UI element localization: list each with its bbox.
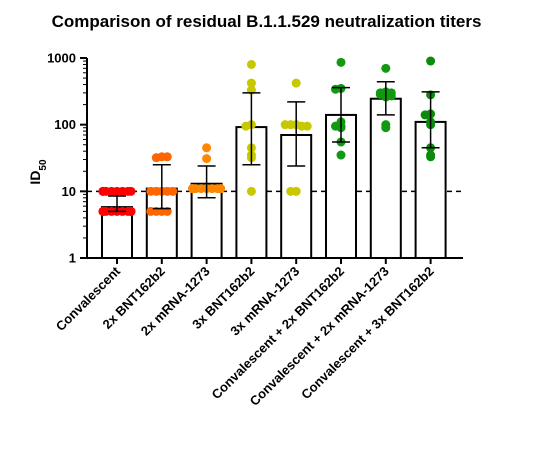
chart-title: Comparison of residual B.1.1.529 neutral… (51, 12, 482, 31)
data-point-1-6 (146, 186, 156, 196)
y-tick-label-3: 1000 (47, 51, 76, 66)
data-point-4-4 (280, 120, 290, 130)
y-axis-label: ID50 (27, 159, 49, 185)
data-point-3-1 (246, 78, 256, 88)
data-point-5-8 (336, 150, 346, 160)
data-point-4-5 (302, 121, 312, 131)
data-point-1-2 (162, 152, 172, 162)
data-point-0-17 (98, 206, 108, 216)
data-point-1-1 (151, 153, 161, 163)
bars-layer (101, 97, 447, 260)
data-point-7-3 (420, 110, 430, 120)
data-point-4-7 (286, 186, 296, 196)
y-tick-label-2: 100 (54, 117, 76, 132)
data-point-5-0 (336, 57, 346, 67)
data-point-0-18 (126, 206, 136, 216)
data-point-2-1 (202, 154, 212, 164)
data-point-3-4 (241, 121, 251, 131)
data-point-5-2 (331, 84, 340, 94)
bar-7 (414, 120, 447, 260)
data-point-3-0 (246, 59, 256, 69)
data-point-2-10 (216, 184, 226, 194)
data-point-3-8 (246, 186, 256, 196)
data-point-7-8 (426, 152, 436, 162)
points-layer (98, 56, 440, 216)
data-point-4-0 (291, 78, 301, 88)
data-point-2-0 (202, 143, 212, 153)
y-tick-label-0: 1 (69, 251, 76, 266)
data-point-7-0 (426, 56, 436, 66)
data-point-0-7 (98, 186, 108, 196)
data-point-6-0 (381, 63, 391, 73)
data-point-0-6 (126, 186, 136, 196)
data-point-6-9 (381, 123, 391, 133)
y-tick-label-1: 10 (62, 184, 76, 199)
data-point-2-11 (188, 184, 198, 194)
data-point-1-7 (168, 186, 178, 196)
